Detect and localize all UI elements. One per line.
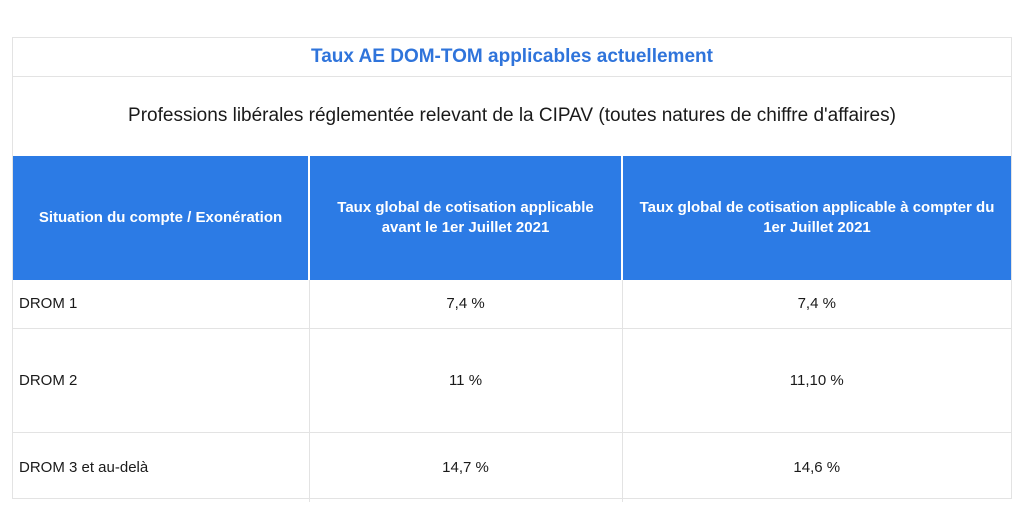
cell-rate-before: 14,7 % [309,432,623,502]
cell-rate-after: 11,10 % [622,328,1011,433]
rates-table: Situation du compte / Exonération Taux g… [13,156,1011,502]
table-row: DROM 1 7,4 % 7,4 % [13,280,1011,329]
cell-rate-before: 7,4 % [309,280,623,329]
table-header-row: Situation du compte / Exonération Taux g… [13,156,1011,280]
table-row: DROM 3 et au-delà 14,7 % 14,6 % [13,432,1011,502]
rates-card: Taux AE DOM-TOM applicables actuellement… [12,37,1012,502]
header-situation: Situation du compte / Exonération [13,156,310,280]
table-subtitle: Professions libérales réglementée releva… [128,105,896,126]
cell-rate-before: 11 % [309,328,623,433]
cell-rate-after: 7,4 % [622,280,1011,329]
cell-situation: DROM 1 [13,280,310,329]
cell-rate-after: 14,6 % [793,458,841,476]
table-row: DROM 2 11 % 11,10 % [13,328,1011,433]
header-rate-before: Taux global de cotisation applicable ava… [309,156,623,280]
table-title: Taux AE DOM-TOM applicables actuellement [13,38,1011,77]
cell-situation: DROM 2 [13,328,310,433]
header-rate-after: Taux global de cotisation applicable à c… [622,156,1011,280]
cell-situation: DROM 3 et au-delà [13,432,310,502]
